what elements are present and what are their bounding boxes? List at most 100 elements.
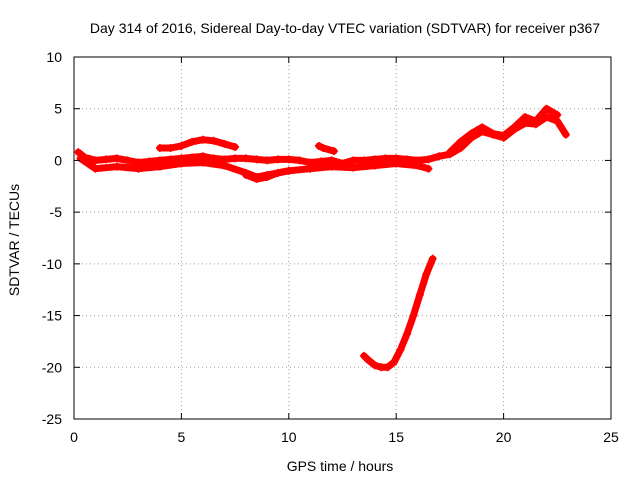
data-point: [521, 112, 530, 121]
data-point: [198, 158, 207, 167]
plot-frame: [73, 56, 612, 420]
data-point: [349, 163, 358, 172]
series-upper-right-loops: [445, 104, 562, 157]
data-point: [370, 161, 379, 170]
data-point: [424, 164, 433, 173]
series-isolated-points: [314, 141, 338, 156]
data-point: [402, 330, 411, 339]
data-point: [166, 144, 175, 153]
data-point: [188, 137, 197, 146]
data-point: [177, 159, 186, 168]
data-point: [467, 129, 476, 138]
chart-title: Day 314 of 2016, Sidereal Day-to-day VTE…: [90, 20, 600, 36]
data-point: [456, 137, 465, 146]
series-upper-arc: [155, 135, 240, 153]
data-point: [435, 152, 444, 161]
data-point: [422, 270, 431, 279]
y-axis-label: SDTVAR / TECUs: [6, 184, 22, 296]
y-tick-label: -15: [42, 308, 62, 324]
data-point: [220, 161, 229, 170]
data-point: [91, 164, 100, 173]
x-axis-label: GPS time / hours: [287, 458, 394, 474]
data-point: [274, 168, 283, 177]
data-point: [370, 361, 379, 370]
y-tick-label: -5: [50, 204, 63, 220]
data-point: [231, 142, 240, 151]
y-tick-label: 10: [46, 49, 62, 65]
data-point: [263, 156, 272, 165]
data-point: [359, 156, 368, 165]
plot-series: [74, 104, 570, 372]
series-lower-short-segment: [241, 166, 293, 184]
y-tick-label: -10: [42, 256, 62, 272]
x-tick-label: 25: [603, 429, 619, 445]
data-point: [364, 356, 373, 365]
data-point: [209, 136, 218, 145]
x-tick-label: 5: [178, 429, 186, 445]
data-point: [329, 147, 338, 156]
data-point: [415, 290, 424, 299]
data-point: [102, 155, 111, 164]
data-point: [327, 162, 336, 171]
data-point: [359, 351, 368, 360]
data-point: [392, 159, 401, 168]
data-point: [488, 129, 497, 138]
data-point: [381, 154, 390, 163]
y-tick-label: -25: [42, 411, 62, 427]
data-point: [252, 175, 261, 184]
data-point: [74, 148, 83, 157]
data-point: [409, 311, 418, 320]
data-point: [383, 363, 392, 372]
y-tick-label: 5: [54, 101, 62, 117]
data-point: [428, 254, 437, 263]
data-point: [445, 148, 454, 157]
data-point: [112, 154, 121, 163]
data-point: [91, 156, 100, 165]
data-point: [306, 164, 315, 173]
data-point: [413, 161, 422, 170]
data-point: [198, 135, 207, 144]
data-point: [252, 155, 261, 164]
data-point: [295, 156, 304, 165]
x-tick-label: 0: [70, 429, 78, 445]
data-point: [542, 104, 551, 113]
data-point: [112, 162, 121, 171]
data-point: [531, 117, 540, 126]
data-point: [424, 155, 433, 164]
data-point: [553, 110, 562, 119]
data-point: [177, 141, 186, 150]
data-point: [510, 123, 519, 132]
y-tick-label: 0: [54, 152, 62, 168]
data-point: [284, 166, 293, 175]
data-point: [284, 155, 293, 164]
data-point: [314, 141, 323, 150]
x-tick-label: 15: [388, 429, 404, 445]
data-point: [241, 170, 250, 179]
data-point: [349, 156, 358, 165]
data-point: [76, 154, 85, 163]
data-point: [231, 154, 240, 163]
data-point: [319, 144, 328, 153]
data-point: [123, 156, 132, 165]
x-tick-label: 20: [496, 429, 512, 445]
data-point: [390, 358, 399, 367]
data-point: [220, 139, 229, 148]
data-point: [263, 172, 272, 181]
data-point: [155, 162, 164, 171]
axis-ticks: 0 5 10 15 20 25 -25 -20 -15 -10 -5 0 5 10: [42, 49, 619, 445]
data-point: [134, 164, 143, 173]
data-point: [396, 345, 405, 354]
x-tick-label: 10: [281, 429, 297, 445]
data-point: [478, 123, 487, 132]
data-point: [155, 144, 164, 153]
data-point: [561, 130, 570, 139]
series-deep-arc: [359, 254, 437, 372]
data-point: [499, 131, 508, 140]
data-point: [145, 157, 154, 166]
y-tick-label: -20: [42, 359, 62, 375]
data-point: [274, 155, 283, 164]
series-band: [360, 255, 437, 371]
data-point: [241, 154, 250, 163]
